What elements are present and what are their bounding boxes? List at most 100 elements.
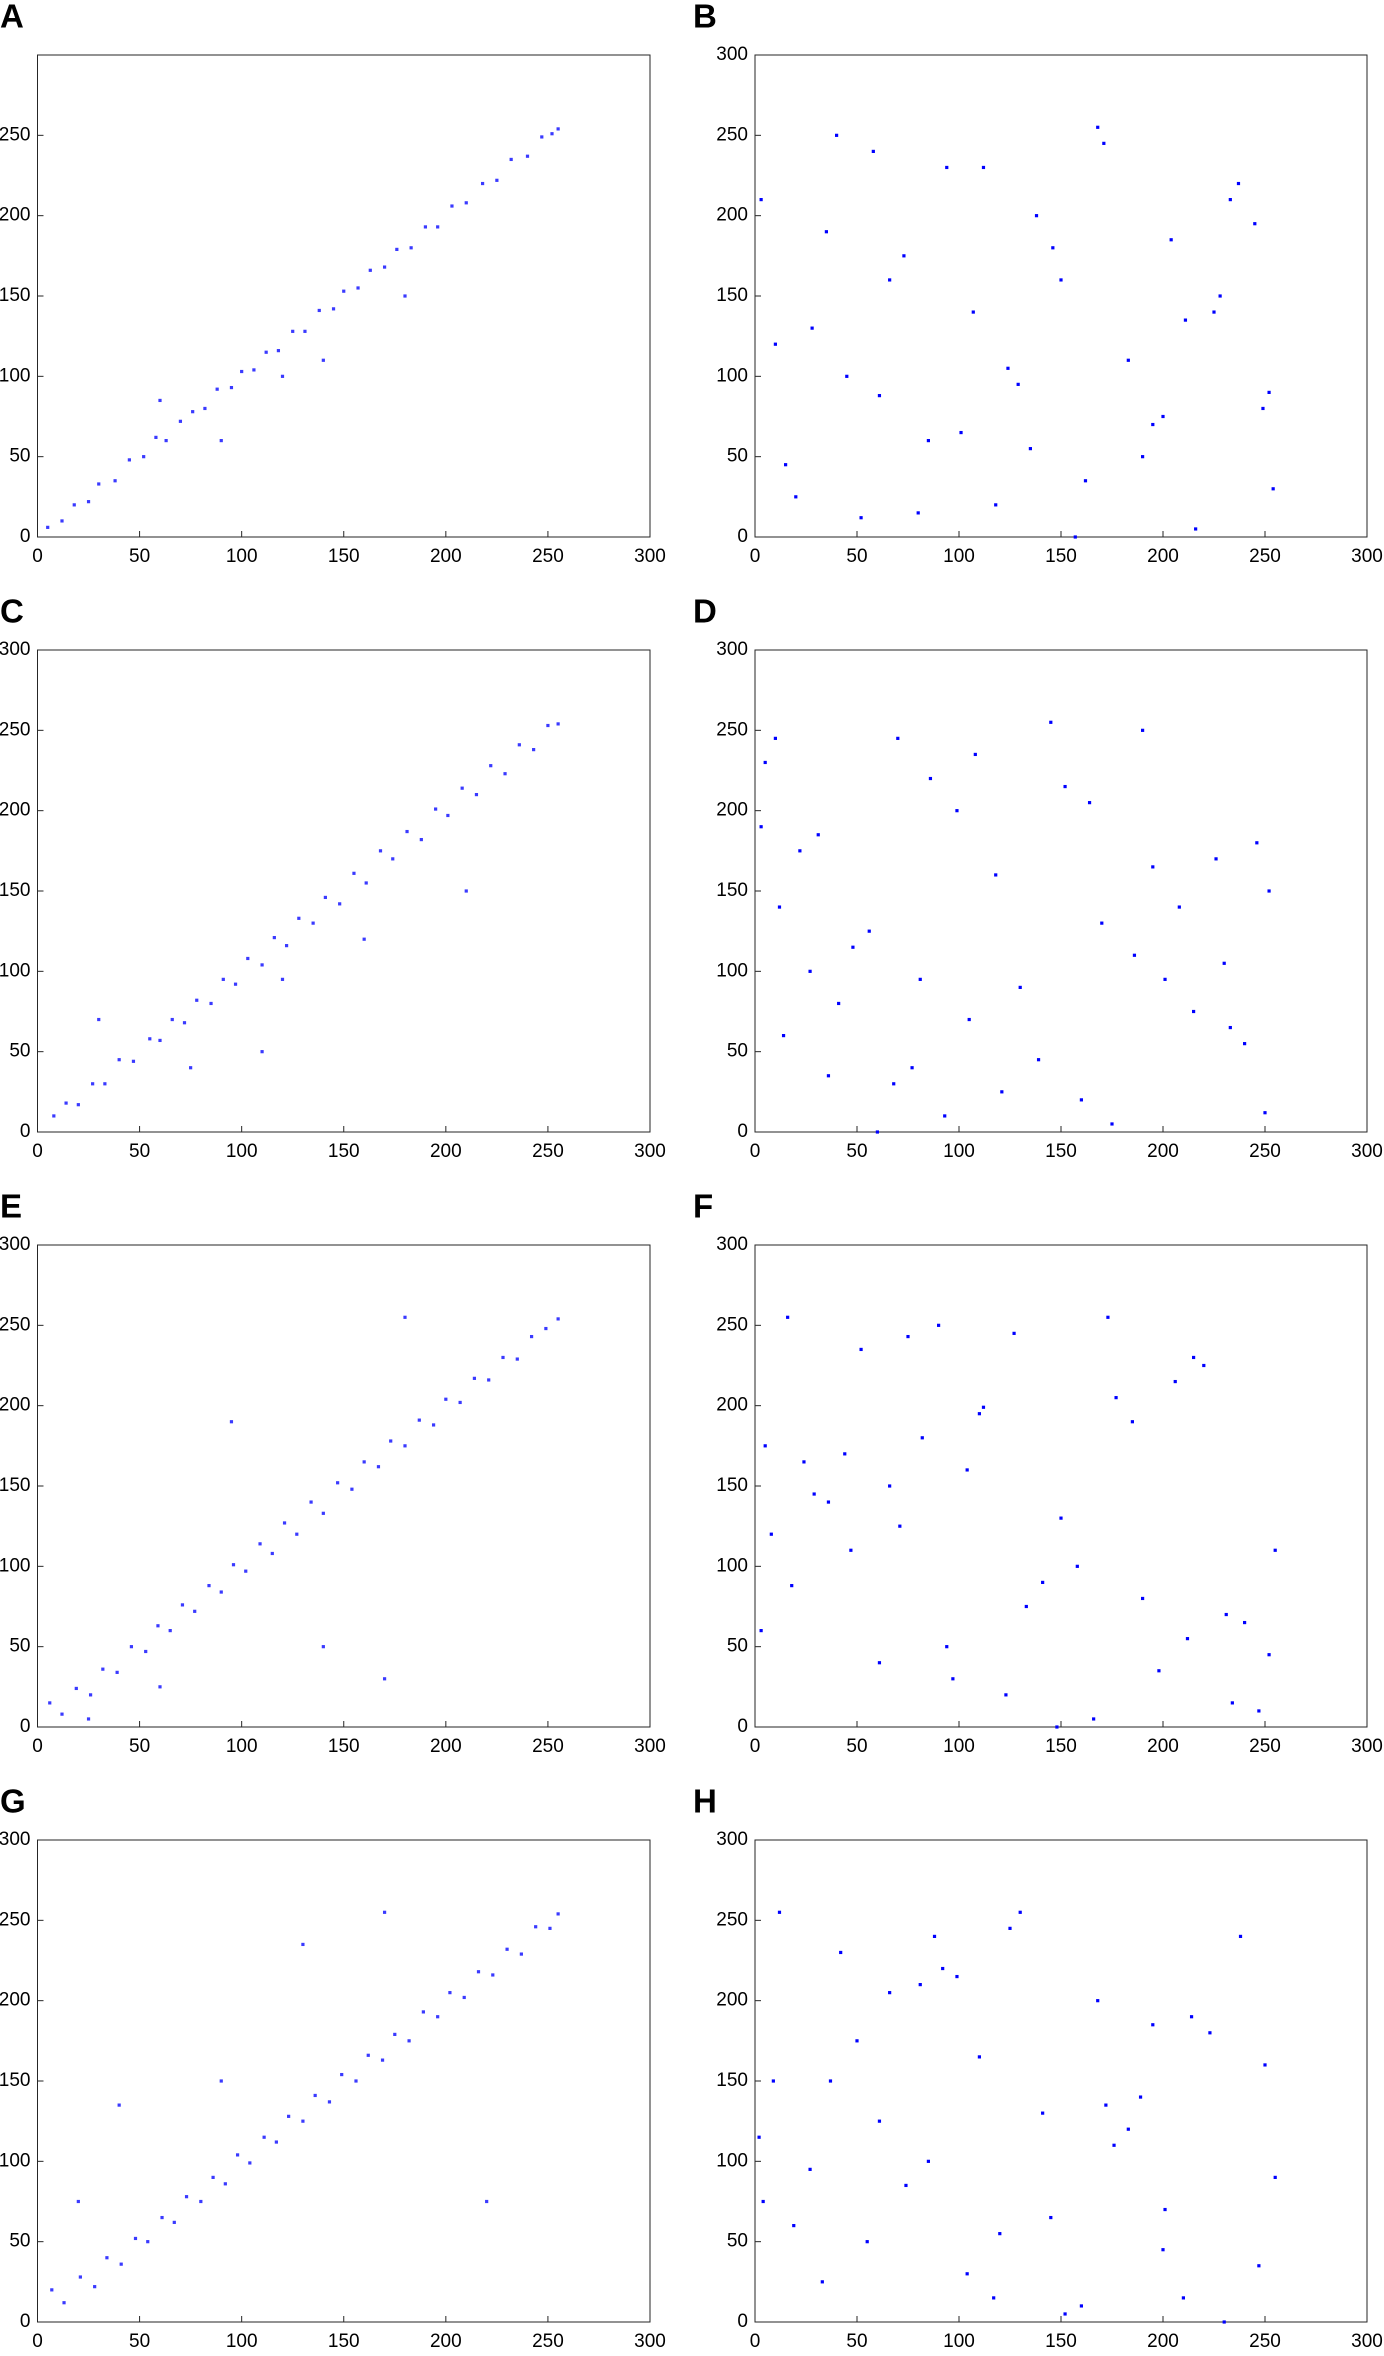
point — [808, 2167, 812, 2171]
x-tick-label: 200 — [430, 546, 462, 567]
point — [368, 268, 372, 272]
point — [1028, 447, 1032, 451]
x-tick-label: 250 — [532, 546, 564, 567]
point — [792, 2224, 796, 2228]
y-tick-label: 200 — [0, 800, 31, 821]
point — [117, 1058, 121, 1062]
y-tick-label: 0 — [20, 526, 31, 547]
point — [195, 998, 199, 1002]
point — [955, 1974, 959, 1979]
point — [529, 1334, 534, 1339]
point — [1049, 2215, 1053, 2220]
point — [46, 525, 50, 529]
point — [556, 1317, 560, 1321]
point — [274, 2140, 278, 2144]
x-tick-label: 50 — [129, 1736, 150, 1757]
point — [1238, 1934, 1243, 1938]
point — [902, 254, 906, 258]
point — [1222, 2320, 1226, 2324]
point — [409, 246, 413, 250]
point — [115, 1670, 119, 1674]
x-tick-label: 250 — [532, 2331, 564, 2352]
point — [798, 849, 802, 853]
x-tick-label: 300 — [1351, 2331, 1383, 2352]
point — [203, 406, 207, 411]
point — [1163, 2207, 1167, 2212]
point — [1151, 865, 1155, 869]
x-tick-label: 200 — [1147, 1141, 1179, 1162]
point — [509, 157, 513, 162]
point — [865, 2240, 869, 2244]
axes-box — [37, 54, 651, 538]
x-tick-label: 0 — [32, 1736, 43, 1757]
point — [378, 849, 383, 853]
point — [76, 1103, 80, 1107]
point — [72, 503, 76, 507]
point — [1271, 487, 1275, 491]
point — [158, 398, 162, 403]
y-tick-label: 250 — [0, 1314, 31, 1335]
point — [476, 1970, 481, 1974]
point — [556, 127, 560, 131]
axes-box — [754, 649, 1368, 1133]
point — [1114, 1396, 1118, 1400]
y-tick-label: 0 — [737, 526, 748, 547]
point — [301, 1942, 305, 1947]
point — [1224, 1612, 1228, 1617]
point — [48, 1701, 52, 1705]
y-tick-label: 100 — [716, 1555, 748, 1576]
point — [105, 2256, 109, 2260]
point — [1192, 1355, 1196, 1360]
point — [199, 2199, 203, 2204]
point — [769, 1532, 773, 1536]
point — [1222, 961, 1226, 965]
point — [1236, 181, 1241, 186]
point — [101, 1667, 105, 1671]
point — [1183, 318, 1188, 322]
y-tick-label: 200 — [716, 205, 748, 226]
point — [405, 829, 409, 834]
point — [928, 776, 933, 781]
point — [480, 181, 485, 186]
y-tick-label: 100 — [0, 365, 31, 386]
point — [540, 135, 544, 139]
y-tick-label: 100 — [0, 960, 31, 981]
point — [88, 1693, 93, 1697]
point — [423, 225, 428, 229]
point — [246, 956, 250, 961]
point — [1267, 1653, 1271, 1657]
point — [419, 837, 423, 842]
point — [810, 326, 814, 330]
point — [981, 165, 986, 170]
x-tick-label: 300 — [1351, 1736, 1383, 1757]
point — [877, 1661, 882, 1665]
point — [462, 1995, 466, 2000]
point — [761, 2199, 765, 2204]
point — [474, 793, 479, 797]
point — [354, 2079, 358, 2083]
point — [78, 2275, 82, 2279]
point — [1126, 2127, 1130, 2131]
point — [178, 419, 183, 423]
y-tick-label: 300 — [716, 44, 748, 65]
y-tick-label: 200 — [716, 800, 748, 821]
point — [918, 1983, 922, 1987]
point — [965, 1468, 969, 1472]
point — [189, 1066, 193, 1070]
point — [1189, 2015, 1194, 2019]
point — [945, 165, 949, 170]
point — [395, 247, 399, 252]
point — [1063, 2312, 1067, 2316]
point — [148, 1037, 152, 1041]
y-tick-label: 300 — [0, 1234, 31, 1255]
point — [763, 1444, 767, 1448]
axes-box — [37, 1244, 651, 1728]
point — [244, 1569, 248, 1573]
point — [871, 149, 875, 153]
point — [1257, 1709, 1261, 1713]
x-tick-label: 150 — [1045, 1736, 1077, 1757]
point — [1267, 390, 1271, 394]
point — [158, 1685, 162, 1689]
point — [505, 1947, 509, 1951]
point — [233, 982, 238, 986]
